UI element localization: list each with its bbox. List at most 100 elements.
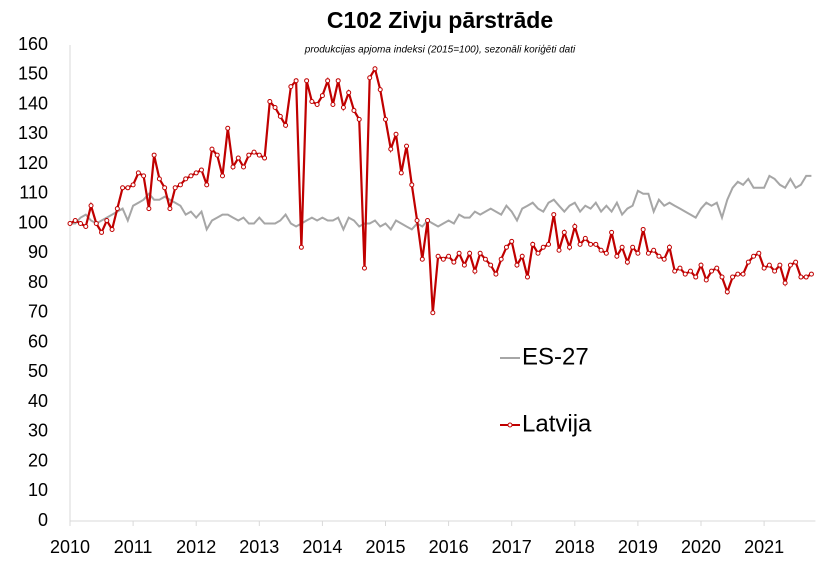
point <box>593 241 599 247</box>
point <box>377 87 383 93</box>
point <box>72 218 78 224</box>
point <box>177 182 183 188</box>
series-line <box>69 65 812 313</box>
point <box>519 253 525 259</box>
y-tick-label: 30 <box>28 421 48 441</box>
point <box>661 256 667 262</box>
point <box>188 173 194 179</box>
point <box>672 268 678 274</box>
point <box>766 262 772 268</box>
y-tick-label: 110 <box>19 183 48 203</box>
point <box>451 259 457 265</box>
point <box>83 223 89 229</box>
y-tick-label: 40 <box>28 391 48 411</box>
x-tick-label: 2016 <box>429 537 469 557</box>
y-tick-label: 150 <box>18 64 48 84</box>
point <box>120 185 126 191</box>
point <box>146 206 152 212</box>
y-tick-label: 80 <box>28 272 48 292</box>
point <box>104 218 110 224</box>
point <box>293 78 299 84</box>
point <box>803 274 809 280</box>
point <box>693 274 699 280</box>
point <box>735 271 741 277</box>
legend-label: Latvija <box>522 410 592 437</box>
point <box>772 268 778 274</box>
point <box>162 185 168 191</box>
point <box>798 274 804 280</box>
y-tick-label: 10 <box>28 480 48 500</box>
point <box>724 289 730 295</box>
point <box>808 271 814 277</box>
x-tick-label: 2014 <box>302 537 342 557</box>
point <box>167 206 173 212</box>
point <box>624 259 630 265</box>
y-tick-label: 140 <box>18 93 48 113</box>
point <box>230 164 236 170</box>
point <box>546 241 552 247</box>
point <box>666 244 672 250</box>
point <box>309 99 315 105</box>
point <box>572 223 578 229</box>
point <box>635 250 641 256</box>
point <box>93 221 99 226</box>
point <box>488 262 494 268</box>
y-tick-label: 100 <box>18 212 48 232</box>
point <box>645 250 651 256</box>
point <box>335 78 341 84</box>
point <box>745 259 751 265</box>
point <box>383 116 388 122</box>
point <box>787 262 793 268</box>
point <box>99 229 105 235</box>
y-tick-label: 20 <box>28 450 48 470</box>
point <box>325 78 331 84</box>
point <box>435 253 441 259</box>
point <box>498 256 504 262</box>
point <box>388 146 394 152</box>
point <box>114 206 120 212</box>
point <box>172 185 178 191</box>
point <box>393 131 399 137</box>
point <box>440 256 446 262</box>
point <box>535 250 541 256</box>
point <box>656 253 662 259</box>
point <box>651 247 657 253</box>
point <box>514 262 520 268</box>
point <box>135 170 141 176</box>
point <box>414 218 420 224</box>
point <box>225 125 231 131</box>
point <box>183 176 189 182</box>
point <box>730 274 736 280</box>
y-tick-label: 120 <box>18 153 48 173</box>
point <box>130 182 136 188</box>
point <box>88 203 94 209</box>
point <box>340 104 346 110</box>
point <box>719 274 725 280</box>
y-tick-label: 50 <box>28 361 48 381</box>
y-tick-label: 130 <box>18 123 48 143</box>
point <box>319 93 325 99</box>
x-tick-label: 2013 <box>239 537 279 557</box>
point <box>551 212 557 218</box>
point <box>314 102 320 107</box>
point <box>630 244 636 250</box>
point <box>509 238 515 244</box>
point <box>219 173 225 179</box>
point <box>567 244 573 250</box>
point <box>714 265 720 271</box>
chart-title: C102 Zivju pārstrāde <box>327 7 553 33</box>
point <box>430 310 436 316</box>
point <box>456 250 462 256</box>
point <box>598 247 604 253</box>
point <box>461 262 467 268</box>
point <box>404 143 410 149</box>
x-tick-label: 2010 <box>50 537 90 557</box>
point <box>472 268 478 274</box>
point <box>241 164 247 170</box>
point <box>540 244 546 250</box>
point <box>67 221 73 226</box>
point <box>682 271 688 277</box>
point <box>582 235 588 241</box>
point <box>740 271 746 277</box>
